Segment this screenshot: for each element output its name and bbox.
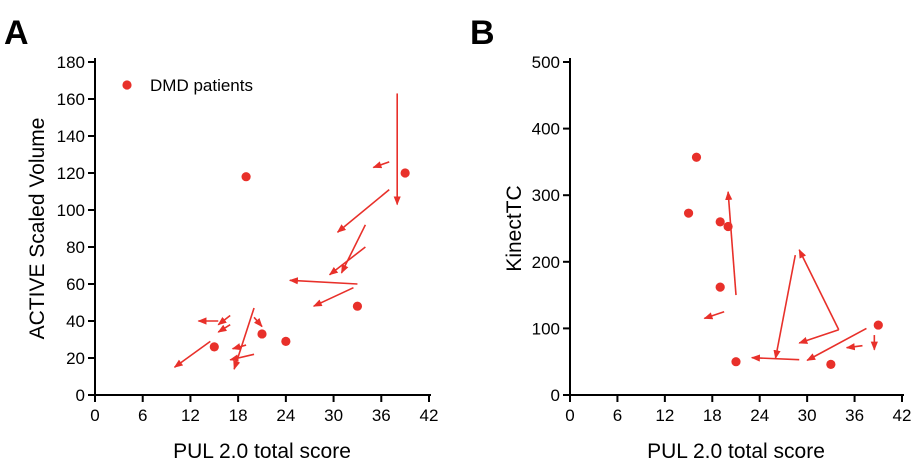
change-arrow (233, 307, 255, 370)
data-point (352, 301, 363, 311)
y-tick-label: 20 (66, 349, 85, 368)
chart-b: 0 100 200 300 400 500 0 6 12 18 24 30 36 42 PUL 2.0 to… (503, 53, 911, 463)
change-arrow (253, 316, 263, 328)
change-arrow (750, 354, 800, 362)
data-point (731, 357, 741, 367)
change-arrow (229, 353, 255, 362)
data-point (873, 320, 883, 330)
change-arrow (328, 246, 366, 276)
data-point (826, 359, 836, 369)
data-point (683, 208, 694, 218)
change-arrow (798, 249, 840, 331)
change-arrow (845, 343, 863, 351)
x-tick-label: 30 (798, 406, 817, 425)
x-tick-label: 42 (420, 406, 439, 425)
legend-label: DMD patients (150, 76, 253, 95)
x-tick-label: 0 (90, 406, 99, 425)
change-arrow (173, 340, 211, 368)
change-arrow (773, 254, 797, 360)
change-arrow (217, 324, 231, 333)
change-arrow (798, 328, 840, 344)
y-tick-label: 100 (532, 319, 560, 338)
y-tick-label: 0 (551, 386, 560, 405)
x-tick-label: 24 (276, 406, 295, 425)
change-arrow (312, 286, 354, 307)
data-point (257, 329, 267, 339)
x-tick-label: 36 (845, 406, 864, 425)
change-arrow (217, 314, 231, 326)
x-tick-label: 6 (138, 406, 147, 425)
x-tick-label: 24 (750, 406, 769, 425)
y-tick-label: 180 (57, 53, 85, 72)
data-point (209, 342, 219, 352)
panel-label-b: B (470, 14, 495, 52)
chart-a: 0 20 40 60 80 100 120 140 160 180 0 6 12 18 24 30 36 42 PU… (26, 53, 438, 463)
change-arrow (231, 343, 247, 351)
y-tick-label: 120 (57, 164, 85, 183)
x-axis-label: PUL 2.0 total score (647, 440, 825, 463)
panel-label-a: A (4, 14, 29, 52)
y-tick-label: 40 (66, 312, 85, 331)
x-tick-label: 18 (703, 406, 722, 425)
y-tick-label: 160 (57, 90, 85, 109)
legend-marker (122, 80, 132, 90)
y-tick-label: 80 (66, 238, 85, 257)
change-arrow (806, 327, 867, 362)
y-tick-label: 60 (66, 275, 85, 294)
change-arrow (725, 190, 737, 296)
y-axis-label: ACTIVE Scaled Volume (26, 118, 49, 340)
change-arrow (336, 189, 390, 233)
y-tick-label: 200 (532, 253, 560, 272)
y-tick-label: 300 (532, 186, 560, 205)
y-tick-label: 400 (532, 120, 560, 139)
x-axis-label: PUL 2.0 total score (173, 440, 351, 463)
y-axis-label: KinectTC (503, 185, 526, 271)
y-tick-label: 500 (532, 53, 560, 72)
change-arrow (340, 224, 367, 274)
y-tick-label: 140 (57, 127, 85, 146)
data-point (723, 221, 733, 232)
x-tick-label: 18 (229, 406, 248, 425)
y-tick-label: 100 (57, 201, 85, 220)
change-arrow (288, 277, 358, 285)
y-tick-label: 0 (76, 386, 85, 405)
data-point (400, 168, 410, 178)
x-tick-label: 42 (893, 406, 912, 425)
x-tick-label: 12 (655, 406, 674, 425)
data-point (691, 152, 702, 162)
x-tick-label: 0 (565, 406, 574, 425)
change-arrow (372, 161, 390, 169)
data-point (241, 172, 251, 182)
data-point (715, 282, 725, 292)
change-arrow (703, 310, 725, 320)
x-tick-label: 30 (324, 406, 343, 425)
data-point (281, 336, 291, 346)
x-tick-label: 36 (372, 406, 391, 425)
data-point (715, 217, 725, 227)
x-tick-label: 12 (181, 406, 200, 425)
x-tick-label: 6 (613, 406, 622, 425)
